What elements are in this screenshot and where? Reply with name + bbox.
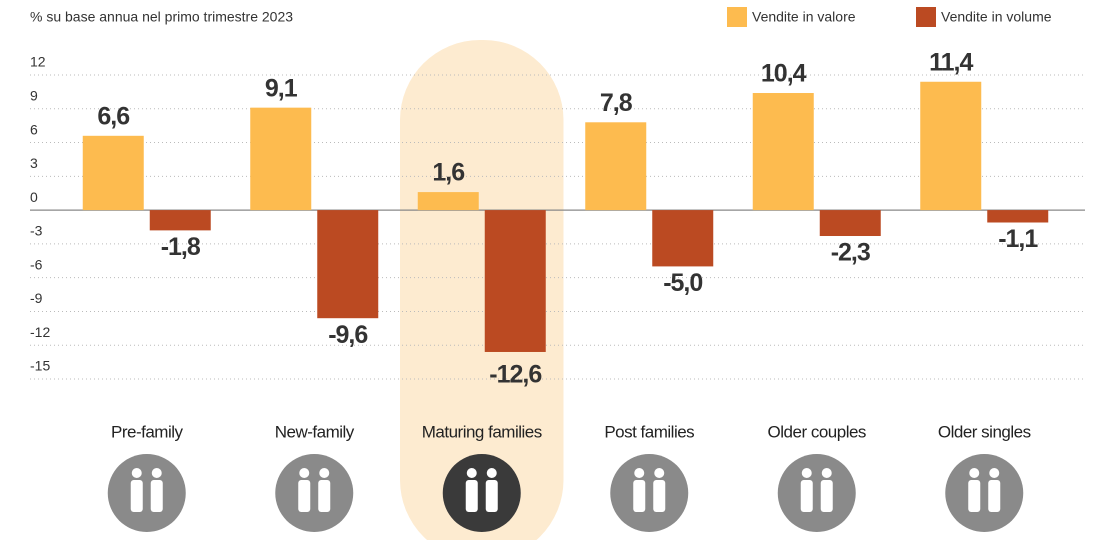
- bar: [417, 192, 479, 211]
- bar: [752, 93, 814, 211]
- icon-head: [801, 468, 812, 478]
- legend-label: Vendite in valore: [752, 9, 856, 25]
- value-label: -9,6: [328, 321, 367, 349]
- y-tick-label: -15: [30, 358, 50, 374]
- category-icon: [275, 454, 354, 532]
- x-tick-label: Older couples: [768, 422, 866, 441]
- icon-head: [131, 468, 142, 478]
- y-tick-label: -9: [30, 290, 43, 306]
- y-tick-label: 12: [30, 54, 46, 70]
- x-tick-label: Maturing families: [422, 422, 542, 441]
- value-label: 6,6: [97, 102, 129, 130]
- icon-circle: [275, 454, 354, 532]
- bar: [652, 210, 714, 267]
- y-tick-label: -6: [30, 256, 43, 272]
- x-tick-label: Post families: [604, 422, 694, 441]
- y-tick-label: 9: [30, 87, 38, 103]
- icon-head: [466, 468, 477, 478]
- chart-subtitle: % su base annua nel primo trimestre 2023: [30, 9, 293, 25]
- bar: [484, 210, 546, 352]
- value-label: 1,6: [432, 159, 464, 187]
- value-label: -2,3: [831, 239, 870, 267]
- icon-body: [318, 480, 331, 512]
- icon-body: [465, 480, 478, 512]
- icon-circle: [107, 454, 186, 532]
- bar: [149, 210, 211, 231]
- icon-head: [969, 468, 980, 478]
- legend-swatch: [916, 7, 936, 27]
- legend-swatch: [727, 7, 747, 27]
- icon-body: [130, 480, 143, 512]
- icon-circle: [945, 454, 1024, 532]
- bar: [250, 107, 312, 211]
- x-tick-label: Pre-family: [111, 422, 184, 441]
- highlight-band: [400, 40, 564, 540]
- value-label: -5,0: [663, 269, 702, 297]
- legend-label: Vendite in volume: [941, 9, 1052, 25]
- category-icon: [610, 454, 689, 532]
- bar: [920, 81, 982, 211]
- x-tick-label: New-family: [275, 422, 355, 441]
- icon-circle: [610, 454, 689, 532]
- icon-head: [821, 468, 832, 478]
- icon-circle: [442, 454, 521, 532]
- value-label: -12,6: [489, 361, 541, 389]
- value-label: 7,8: [600, 89, 633, 117]
- icon-body: [485, 480, 498, 512]
- icon-body: [653, 480, 666, 512]
- y-tick-label: -3: [30, 223, 43, 239]
- value-label: 10,4: [761, 60, 807, 88]
- bar: [585, 122, 647, 211]
- icon-body: [820, 480, 833, 512]
- icon-head: [634, 468, 645, 478]
- icon-body: [150, 480, 163, 512]
- icon-head: [486, 468, 497, 478]
- icon-head: [299, 468, 310, 478]
- y-tick-label: 0: [30, 189, 38, 205]
- icon-body: [968, 480, 981, 512]
- value-label: 9,1: [265, 74, 298, 102]
- icon-body: [298, 480, 311, 512]
- category-icon: [777, 454, 856, 532]
- value-label: -1,8: [161, 233, 201, 261]
- category-icon: [442, 454, 521, 532]
- y-tick-label: 6: [30, 121, 38, 137]
- y-tick-label: -12: [30, 324, 50, 340]
- bar: [317, 210, 379, 319]
- icon-body: [988, 480, 1001, 512]
- icon-head: [319, 468, 330, 478]
- icon-head: [151, 468, 162, 478]
- category-icon: [945, 454, 1024, 532]
- icon-head: [654, 468, 665, 478]
- bar: [819, 210, 881, 237]
- value-label: 11,4: [929, 48, 973, 76]
- icon-body: [800, 480, 813, 512]
- category-icon: [107, 454, 186, 532]
- icon-head: [989, 468, 1000, 478]
- x-tick-label: Older singles: [938, 422, 1031, 441]
- icon-circle: [777, 454, 856, 532]
- bar: [82, 135, 144, 211]
- icon-body: [633, 480, 646, 512]
- y-tick-label: 3: [30, 155, 38, 171]
- bar: [987, 210, 1049, 223]
- value-label: -1,1: [998, 225, 1038, 253]
